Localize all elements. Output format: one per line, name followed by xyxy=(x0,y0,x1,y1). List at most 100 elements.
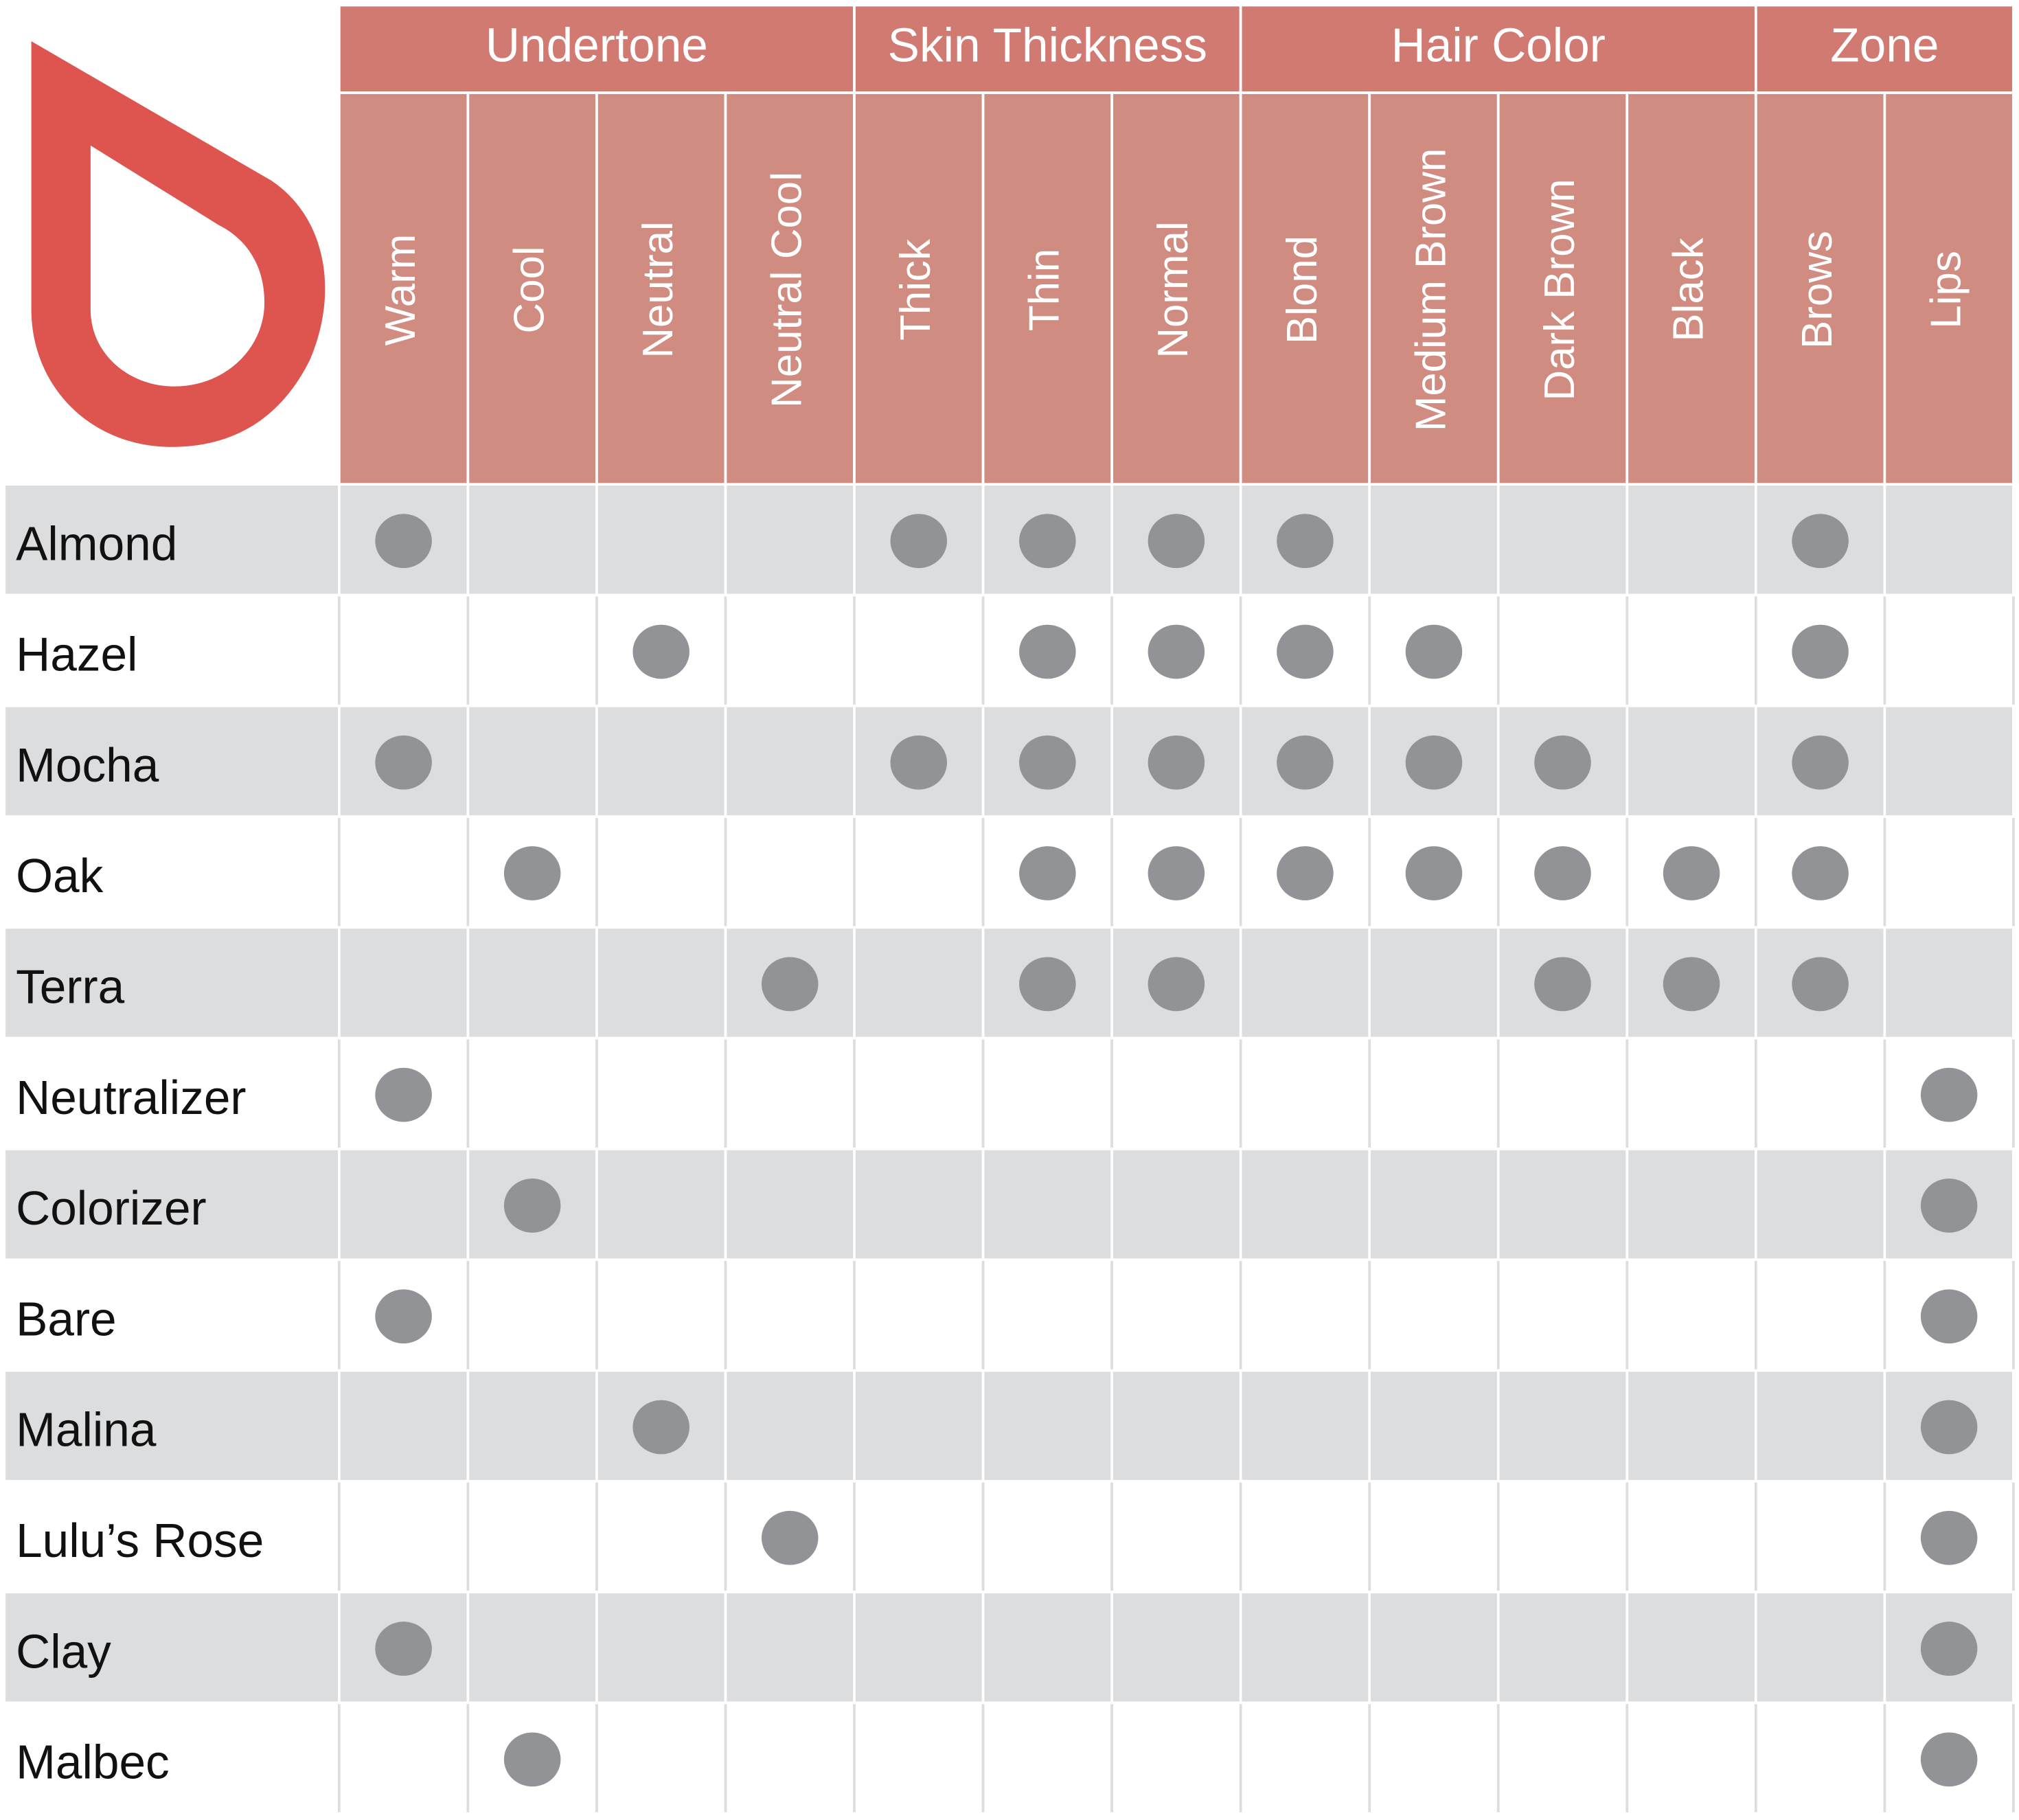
dot xyxy=(1534,957,1591,1012)
row-label: Oak xyxy=(16,849,104,902)
column-label: Cool xyxy=(505,246,553,333)
dot xyxy=(1920,1732,1978,1787)
dot xyxy=(1920,1510,1978,1565)
column-label: Dark Brown xyxy=(1536,179,1584,400)
dot xyxy=(890,735,948,790)
logo xyxy=(31,41,326,447)
dot xyxy=(1792,735,1849,790)
row-label: Terra xyxy=(16,960,124,1014)
dot xyxy=(1148,957,1205,1012)
dot xyxy=(1148,514,1205,569)
group-label: Undertone xyxy=(486,19,708,72)
dot xyxy=(1019,846,1076,900)
dot xyxy=(1019,514,1076,569)
column-header xyxy=(1754,91,1886,486)
column-header xyxy=(1110,91,1242,486)
row-background xyxy=(5,486,2014,594)
dot xyxy=(1019,735,1076,790)
dot xyxy=(1148,735,1205,790)
column-header xyxy=(724,91,856,486)
dot xyxy=(1663,846,1720,900)
column-header xyxy=(1496,91,1629,486)
row-label: Malina xyxy=(16,1403,157,1457)
dot xyxy=(1534,846,1591,900)
dot xyxy=(1019,957,1076,1012)
column-header xyxy=(1368,91,1500,486)
column-label: Medium Brown xyxy=(1407,148,1455,432)
dot xyxy=(1277,846,1334,900)
dot xyxy=(375,735,432,790)
dot xyxy=(1405,846,1463,900)
column-header xyxy=(466,91,598,486)
dot xyxy=(1148,624,1205,679)
dot xyxy=(1019,624,1076,679)
row-background xyxy=(5,1039,2014,1148)
column-label: Neutral xyxy=(635,221,682,358)
row-background xyxy=(5,1704,2014,1812)
row-label: Mocha xyxy=(16,738,159,792)
dot xyxy=(632,624,689,679)
group-label: Skin Thickness xyxy=(888,19,1207,72)
column-label: Brows xyxy=(1794,231,1841,349)
row-background xyxy=(5,1372,2014,1480)
dot xyxy=(375,1067,432,1122)
dot xyxy=(1277,735,1334,790)
dot xyxy=(1792,846,1849,900)
dot xyxy=(1277,514,1334,569)
column-label: Neutral Cool xyxy=(764,172,811,408)
dot xyxy=(1663,957,1720,1012)
dot xyxy=(1148,846,1205,900)
dot xyxy=(375,1289,432,1344)
column-label: Thin xyxy=(1021,249,1069,331)
column-label: Blond xyxy=(1279,236,1326,344)
row-background xyxy=(5,1482,2014,1591)
column-header xyxy=(1883,91,2015,486)
row-background xyxy=(5,596,2014,705)
group-label: Zone xyxy=(1830,19,1939,72)
dot xyxy=(503,846,561,900)
row-label: Malbec xyxy=(16,1736,170,1789)
dot xyxy=(890,514,948,569)
column-header xyxy=(853,91,985,486)
row-background xyxy=(5,707,2014,816)
dot xyxy=(1405,735,1463,790)
row-label: Almond xyxy=(16,516,177,570)
dot xyxy=(1534,735,1591,790)
column-header xyxy=(595,91,727,486)
row-label: Colorizer xyxy=(16,1181,207,1235)
dot xyxy=(1920,1067,1978,1122)
column-header xyxy=(1626,91,1757,486)
dot xyxy=(761,957,819,1012)
group-header xyxy=(337,3,856,94)
dot xyxy=(1405,624,1463,679)
dot xyxy=(1792,957,1849,1012)
dot xyxy=(375,514,432,569)
column-label: Normal xyxy=(1150,221,1197,358)
dot xyxy=(761,1510,819,1565)
column-label: Lips xyxy=(1922,251,1970,329)
dot xyxy=(1920,1400,1978,1455)
dot xyxy=(1277,624,1334,679)
group-header xyxy=(853,3,1242,94)
dot xyxy=(1920,1179,1978,1233)
column-label: Thick xyxy=(892,238,939,341)
row-label: Clay xyxy=(16,1624,111,1678)
dot xyxy=(632,1400,689,1455)
dot xyxy=(1920,1289,1978,1344)
row-label: Lulu’s Rose xyxy=(16,1514,264,1567)
column-label: Black xyxy=(1665,237,1712,341)
row-label: Bare xyxy=(16,1292,117,1345)
dot xyxy=(1792,514,1849,569)
column-label: Warm xyxy=(377,234,424,346)
dot xyxy=(1920,1622,1978,1676)
row-background xyxy=(5,1261,2014,1369)
dot xyxy=(375,1622,432,1676)
row-background xyxy=(5,1593,2014,1702)
dot xyxy=(1792,624,1849,679)
row-label: Neutralizer xyxy=(16,1071,246,1124)
column-header xyxy=(981,91,1113,486)
dot xyxy=(503,1179,561,1233)
column-header xyxy=(1239,91,1371,486)
